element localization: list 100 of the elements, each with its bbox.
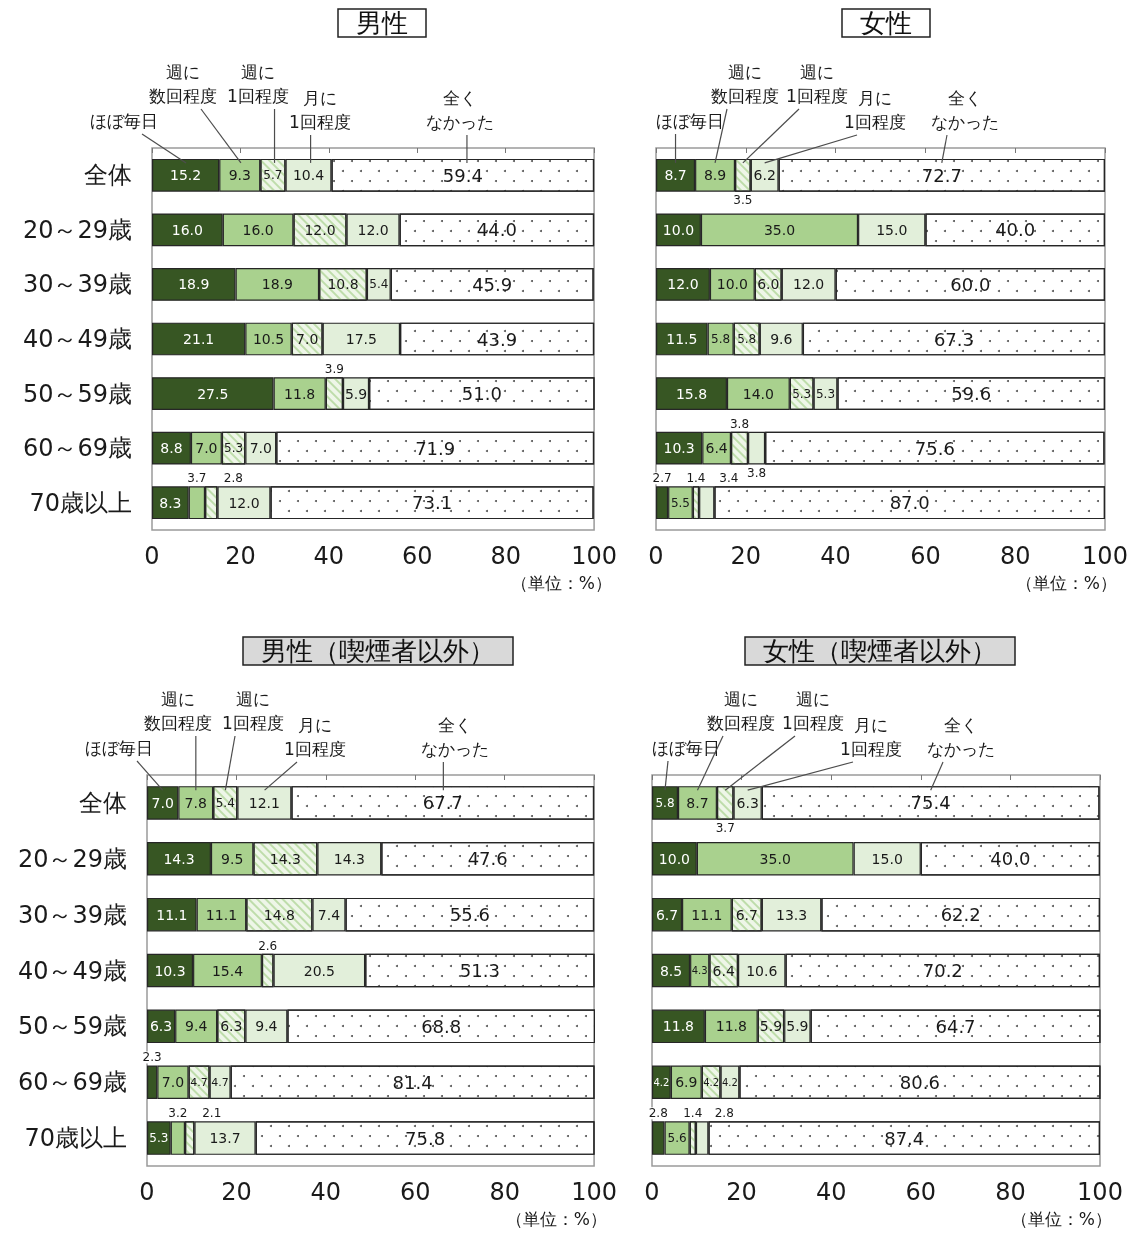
data-label: 4.2 [653, 1076, 670, 1088]
data-label: 6.9 [675, 1074, 698, 1091]
series-label: ほぼ毎日 [656, 111, 724, 131]
y-tick-label: 70歳以上 [24, 1124, 127, 1153]
x-tick-label: 60 [399, 1178, 431, 1206]
x-tick-label: 0 [144, 542, 160, 570]
data-label: 1.4 [683, 1106, 703, 1121]
data-label: 7.4 [317, 906, 341, 923]
data-label: 5.7 [263, 168, 283, 183]
chart-title: 女性（喫煙者以外） [763, 636, 997, 666]
data-label: 10.0 [662, 221, 695, 238]
data-label: 11.5 [666, 331, 698, 347]
data-label: 5.3 [149, 1131, 169, 1146]
x-tick-label: 100 [571, 542, 617, 570]
data-label: 5.9 [786, 1018, 809, 1035]
data-label: 5.4 [369, 277, 389, 292]
data-label: 7.0 [195, 440, 218, 457]
data-label: 6.3 [220, 1018, 243, 1035]
data-label: 12.0 [357, 221, 389, 238]
data-label: 5.5 [670, 495, 691, 510]
data-label: 40.0 [995, 219, 1036, 241]
data-label: 21.1 [183, 331, 215, 347]
x-tick-label: 20 [730, 542, 762, 570]
text: 週に数回程度 [711, 62, 779, 106]
y-tick-label: 20～29歳 [22, 215, 132, 244]
x-tick-label: 100 [571, 1178, 617, 1206]
data-label: 14.3 [269, 850, 301, 867]
data-label: 47.6 [467, 848, 508, 870]
data-label: 11.8 [662, 1018, 695, 1035]
data-label: 67.3 [933, 328, 974, 350]
data-label: 3.9 [324, 362, 344, 377]
data-label: 10.5 [252, 331, 285, 347]
data-label: 9.4 [255, 1018, 278, 1035]
x-tick-label: 60 [401, 542, 433, 570]
data-label: 3.8 [747, 465, 767, 480]
data-label: 5.9 [344, 385, 368, 402]
data-label: 2.1 [202, 1106, 222, 1121]
data-label: 72.7 [921, 164, 962, 186]
series-label: ほぼ毎日 [652, 738, 720, 758]
y-tick-label: 40～49歳 [22, 325, 132, 353]
data-label: 2.7 [652, 471, 672, 486]
y-tick-label: 30～39歳 [22, 270, 132, 299]
data-label: 14.8 [263, 906, 295, 923]
data-label: 6.3 [736, 794, 759, 811]
data-label: 51.0 [461, 383, 502, 405]
data-label: 8.5 [659, 962, 683, 979]
x-tick-label: 20 [221, 1178, 252, 1206]
data-label: 44.0 [476, 219, 517, 241]
data-label: 4.7 [211, 1075, 229, 1089]
data-label: 6.7 [735, 906, 758, 923]
text: 週に数回程度 [144, 689, 212, 733]
data-label: 4.2 [703, 1076, 720, 1088]
data-label: 16.0 [171, 221, 203, 238]
chart-title: 女性 [860, 8, 912, 38]
data-label: 6.4 [712, 962, 735, 979]
x-tick-label: 0 [139, 1178, 155, 1206]
data-label: 11.1 [156, 906, 188, 923]
text: 週に1回程度 [222, 689, 284, 733]
data-label: 6.2 [753, 167, 776, 184]
data-label: 5.3 [792, 386, 812, 401]
data-label: 15.0 [876, 221, 908, 238]
data-label: 55.6 [449, 904, 490, 926]
x-tick-label: 80 [490, 542, 521, 570]
data-label: 11.1 [205, 906, 238, 923]
data-label: 9.5 [221, 850, 244, 867]
data-label: 15.0 [871, 850, 903, 867]
data-label: 18.9 [261, 276, 293, 293]
data-label: 8.7 [686, 794, 709, 811]
x-tick-label: 20 [726, 1178, 757, 1206]
data-label: 7.8 [184, 794, 207, 811]
y-tick-label: 40～49歳 [17, 956, 127, 985]
data-label: 6.0 [757, 276, 780, 293]
data-label: 5.8 [655, 795, 675, 810]
data-label: 14.0 [742, 385, 774, 402]
data-label: 9.3 [228, 167, 251, 184]
series-label: ほぼ毎日 [85, 738, 153, 758]
data-label: 27.5 [197, 385, 229, 402]
x-tick-label: 80 [995, 1178, 1026, 1206]
data-label: 2.8 [223, 471, 243, 486]
data-label: 15.2 [170, 167, 202, 184]
data-label: 5.4 [215, 795, 235, 810]
series-label: 月に1回程度 [284, 715, 346, 759]
data-label: 6.7 [655, 906, 679, 923]
data-label: 6.4 [705, 440, 728, 457]
data-label: 12.0 [667, 276, 699, 293]
data-label: 14.3 [163, 850, 195, 867]
data-label: 73.1 [412, 492, 453, 514]
data-label: 71.9 [415, 437, 456, 459]
x-tick-label: 20 [225, 542, 256, 570]
data-label: 3.8 [729, 416, 750, 431]
text: 週に数回程度 [707, 689, 775, 733]
data-label: 35.0 [759, 850, 791, 867]
data-label: 40.0 [990, 848, 1031, 870]
chart-title: 男性（喫煙者以外） [261, 636, 495, 666]
data-label: 70.2 [922, 960, 963, 981]
data-label: 12.0 [228, 494, 260, 511]
x-tick-label: 40 [820, 542, 851, 570]
data-label: 2.8 [714, 1106, 734, 1121]
data-label: 10.4 [292, 167, 325, 184]
data-label: 9.6 [770, 331, 793, 347]
